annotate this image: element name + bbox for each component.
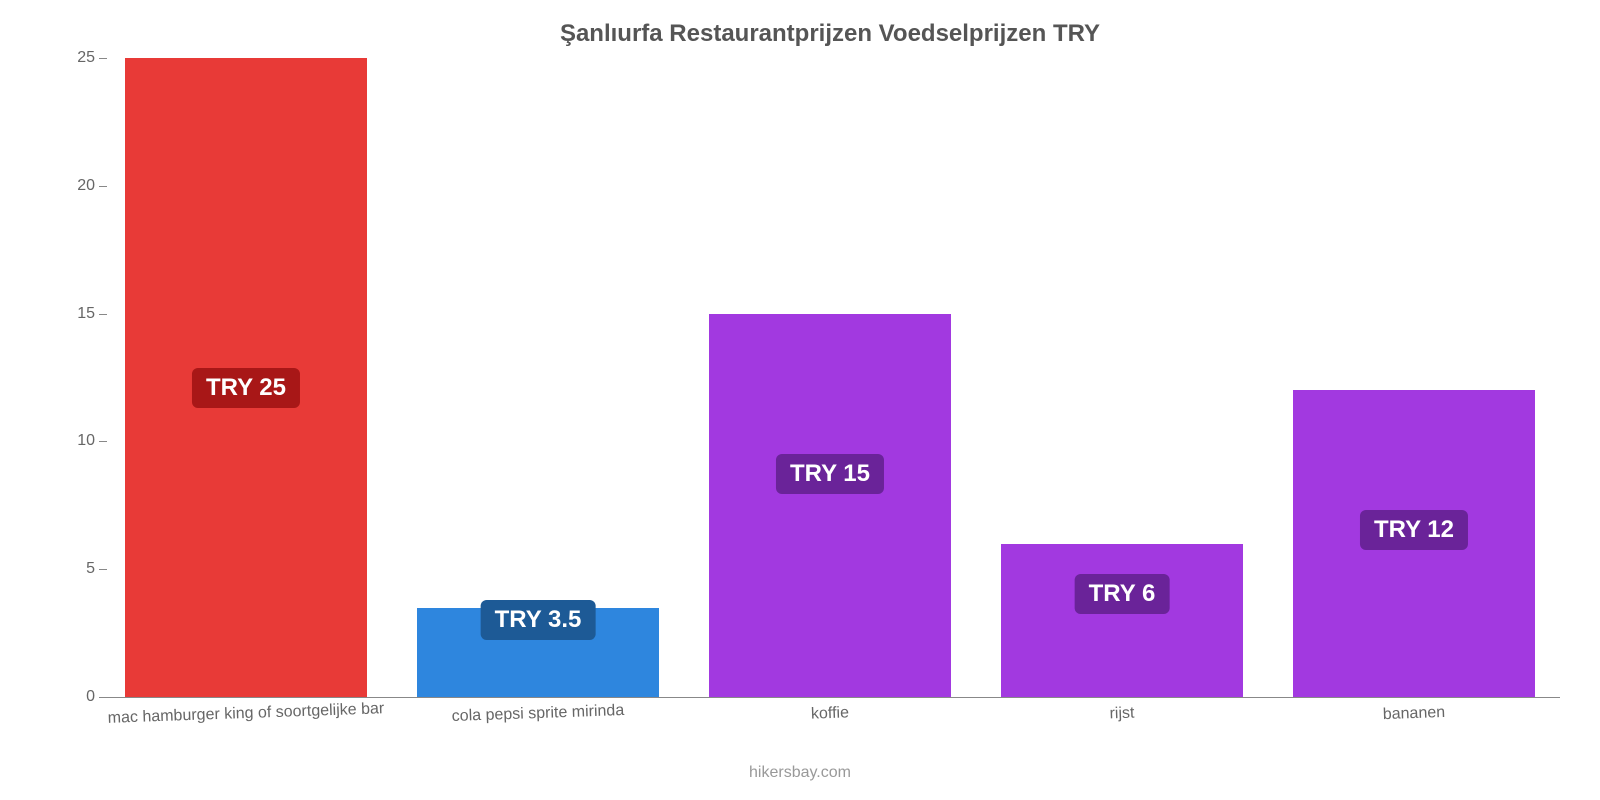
x-axis-label: koffie bbox=[684, 700, 976, 728]
attribution-text: hikersbay.com bbox=[0, 764, 1600, 782]
bar: TRY 3.5 bbox=[417, 608, 659, 697]
y-tick: 15 bbox=[40, 305, 95, 323]
x-axis-label: mac hamburger king of soortgelijke bar bbox=[100, 700, 392, 728]
bar-value-label: TRY 6 bbox=[1075, 574, 1170, 614]
bar-slot: TRY 12 bbox=[1268, 58, 1560, 697]
plot-area: 0510152025 TRY 25TRY 3.5TRY 15TRY 6TRY 1… bbox=[100, 58, 1560, 698]
bar-value-label: TRY 3.5 bbox=[481, 600, 596, 640]
chart-container: Şanlıurfa Restaurantprijzen Voedselprijz… bbox=[0, 0, 1600, 800]
x-axis-label: rijst bbox=[976, 700, 1268, 728]
y-tick: 0 bbox=[40, 688, 95, 706]
y-tick: 5 bbox=[40, 560, 95, 578]
bar: TRY 6 bbox=[1001, 544, 1243, 697]
x-axis-label: cola pepsi sprite mirinda bbox=[392, 700, 684, 728]
y-tick: 10 bbox=[40, 432, 95, 450]
bar-slot: TRY 15 bbox=[684, 58, 976, 697]
bar: TRY 25 bbox=[125, 58, 367, 697]
bars-group: TRY 25 TRY 3.5 TRY 15 TRY 6 TRY 12 bbox=[100, 58, 1560, 697]
bar: TRY 15 bbox=[709, 314, 951, 697]
bar-value-label: TRY 25 bbox=[192, 368, 300, 408]
x-axis-label: bananen bbox=[1268, 700, 1560, 728]
bar-slot: TRY 25 bbox=[100, 58, 392, 697]
y-tick: 20 bbox=[40, 177, 95, 195]
bar-value-label: TRY 12 bbox=[1360, 510, 1468, 550]
y-tick: 25 bbox=[40, 49, 95, 67]
y-axis: 0510152025 bbox=[40, 58, 95, 697]
bar-slot: TRY 3.5 bbox=[392, 58, 684, 697]
bar-slot: TRY 6 bbox=[976, 58, 1268, 697]
bar: TRY 12 bbox=[1293, 390, 1535, 697]
bar-value-label: TRY 15 bbox=[776, 454, 884, 494]
x-axis-labels: mac hamburger king of soortgelijke barco… bbox=[100, 705, 1560, 723]
chart-title: Şanlıurfa Restaurantprijzen Voedselprijz… bbox=[100, 20, 1560, 48]
